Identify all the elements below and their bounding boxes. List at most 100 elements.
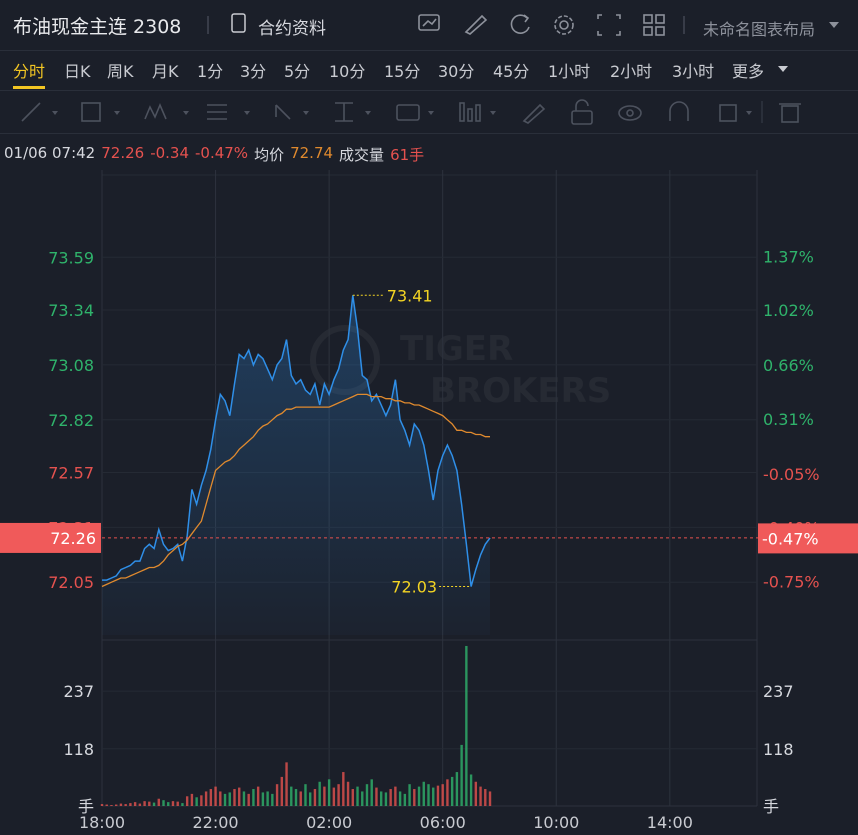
volume-bar: [427, 784, 430, 806]
layout-name[interactable]: 未命名图表布局: [703, 20, 816, 39]
x-tick-label: 22:00: [193, 813, 239, 832]
volume-bar: [299, 791, 302, 806]
period-tab[interactable]: 3分: [240, 62, 267, 81]
y2-tick-label: -0.05%: [763, 465, 820, 484]
period-tab[interactable]: 3小时: [672, 62, 715, 81]
x-tick-label: 10:00: [533, 813, 579, 832]
volume-bar: [157, 798, 160, 806]
volume-bar: [190, 793, 194, 806]
volume-bar: [342, 772, 345, 806]
volume-bar: [223, 793, 227, 806]
volume-bar: [413, 789, 416, 806]
volume-bar: [152, 802, 156, 806]
volume-bar: [290, 786, 293, 806]
volume-bar: [403, 793, 407, 806]
volume-bar: [266, 791, 269, 806]
volume-bar: [394, 786, 397, 806]
volume-bar: [271, 793, 274, 806]
volume-bar: [167, 802, 170, 806]
doc-icon[interactable]: [231, 13, 246, 33]
volume-bar: [233, 789, 236, 806]
volume-bar: [356, 786, 359, 806]
volume-bar: [465, 645, 468, 806]
volume-bar: [379, 791, 383, 806]
volume-bar: [365, 784, 369, 806]
volume-bar: [162, 800, 165, 806]
price-line: [102, 295, 491, 587]
volume-label: 成交量: [339, 146, 385, 164]
volume-bar: [209, 789, 213, 806]
avg-value: 72.74: [290, 144, 334, 162]
x-tick-label: 02:00: [306, 813, 352, 832]
period-tab[interactable]: 2小时: [610, 62, 653, 81]
volume-tick-label: 118: [763, 740, 794, 759]
volume-bar: [247, 793, 250, 806]
period-tab[interactable]: 月K: [152, 62, 179, 81]
volume-bar: [129, 803, 132, 806]
drawing-toolbar: [0, 90, 858, 134]
volume-bar: [256, 786, 260, 806]
volume-bar: [327, 779, 331, 806]
average-line: [101, 393, 490, 588]
current-price-label: 72.26: [50, 529, 96, 548]
header-icons: [207, 13, 839, 36]
period-tab[interactable]: 分时: [13, 58, 46, 89]
volume-bar: [252, 789, 255, 806]
period-tab[interactable]: 30分: [438, 62, 475, 81]
volume-bar: [422, 781, 425, 806]
header: 布油现金主连 2308 合约资料 未命名图表布局: [0, 0, 858, 51]
volume-bar: [200, 795, 203, 806]
volume-bar: [309, 792, 312, 806]
quote-pct: -0.47%: [195, 144, 249, 162]
current-price-tag: [0, 522, 101, 553]
volume-unit: 手: [78, 797, 94, 816]
y2-tick-label: 1.37%: [763, 247, 814, 266]
dropdown-arrow[interactable]: [829, 22, 839, 28]
y2-tick-label: 0.31%: [763, 410, 814, 429]
period-tab[interactable]: 1小时: [548, 62, 591, 81]
volume-bar: [436, 785, 440, 806]
volume-bar: [133, 802, 137, 806]
period-tab[interactable]: 1分: [197, 62, 224, 81]
period-tab[interactable]: 周K: [107, 62, 134, 81]
watermark: TIGER: [400, 329, 513, 369]
volume-bar: [351, 789, 354, 806]
volume-bar: [389, 789, 392, 806]
contract-info[interactable]: 合约资料: [258, 19, 326, 39]
volume-tick-label: 237: [63, 682, 94, 701]
toolbar-icons[interactable]: [418, 14, 665, 36]
volume-bar: [176, 801, 179, 806]
volume-bar: [294, 789, 298, 806]
volume-bar: [323, 786, 326, 806]
volume-bar: [441, 784, 444, 806]
more-arrow[interactable]: [774, 60, 794, 80]
period-tab[interactable]: 10分: [329, 62, 366, 81]
watermark: BROKERS: [430, 371, 611, 411]
tool-icons[interactable]: [0, 91, 858, 133]
volume-bar: [148, 801, 151, 806]
volume-bar: [469, 774, 473, 806]
volume-bar: [181, 803, 184, 806]
avg-label: 均价: [254, 146, 285, 164]
current-pct-label: -0.47%: [762, 529, 819, 548]
volume-bar: [110, 805, 113, 806]
y-tick-label: 73.34: [48, 301, 94, 320]
volume-bar: [304, 784, 307, 806]
volume-bar: [100, 804, 104, 806]
volume-bar: [214, 786, 217, 806]
volume-bar: [479, 786, 482, 806]
low-label: 72.03: [391, 577, 437, 596]
volume-bar: [346, 781, 350, 806]
period-tab[interactable]: 更多: [732, 62, 765, 81]
period-tab[interactable]: 15分: [384, 62, 421, 81]
period-tab[interactable]: 45分: [493, 62, 530, 81]
x-tick-label: 14:00: [647, 813, 693, 832]
y2-tick-label: 0.66%: [763, 356, 814, 375]
y-tick-label: 72.05: [48, 573, 94, 592]
volume-bar: [119, 803, 123, 806]
y-tick-label: 72.57: [48, 464, 94, 483]
y-tick-label: 72.82: [48, 411, 94, 430]
period-tab[interactable]: 5分: [284, 62, 311, 81]
period-tab[interactable]: 日K: [64, 62, 91, 81]
